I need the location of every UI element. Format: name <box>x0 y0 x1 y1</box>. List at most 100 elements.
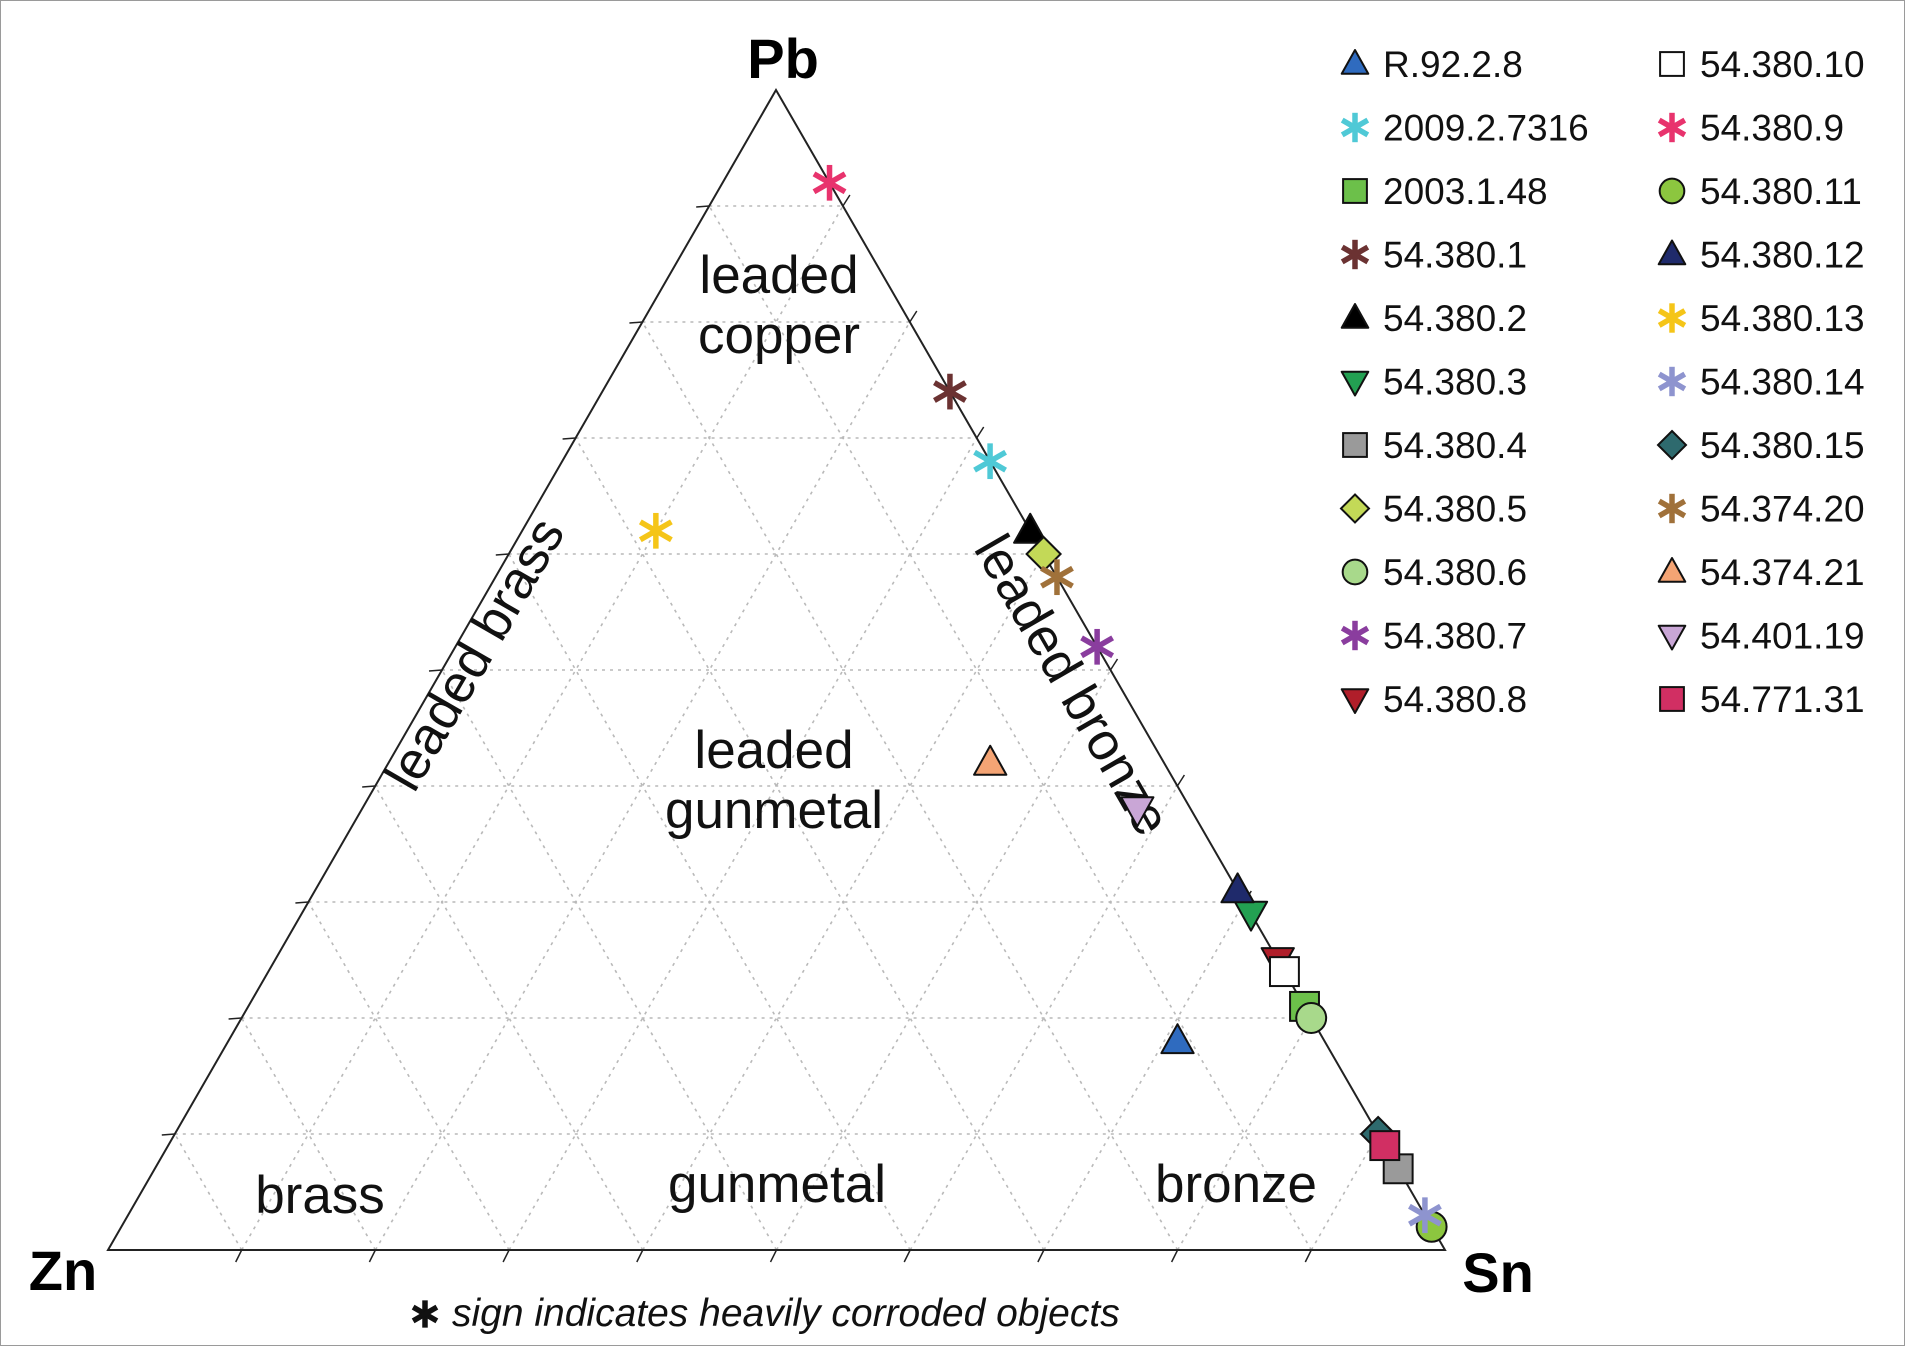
data-point-3 <box>933 373 967 410</box>
tick-mark <box>502 1249 510 1263</box>
data-point-21 <box>1369 1130 1401 1162</box>
legend-item: 54.771.31 <box>1659 679 1865 720</box>
legend-item: 54.380.7 <box>1340 616 1527 657</box>
legend-item: 54.401.19 <box>1657 616 1865 657</box>
grid-line <box>307 901 510 1251</box>
legend-marker <box>1342 432 1368 458</box>
tick-mark <box>636 1249 644 1263</box>
corrosion-note: sign indicates heavily corroded objects <box>411 1292 1120 1335</box>
tick-mark <box>629 321 643 324</box>
tick-mark <box>495 553 509 556</box>
legend-item: 54.380.2 <box>1340 298 1527 339</box>
legend-label: 2003.1.48 <box>1383 171 1548 212</box>
tick-mark <box>235 1249 243 1263</box>
grid-line <box>641 321 1179 1251</box>
data-point-12 <box>812 164 847 201</box>
data-point-8 <box>1295 1002 1328 1034</box>
grid-line <box>508 553 911 1251</box>
data-point-19 <box>973 744 1008 776</box>
corrosion-note-text: sign indicates heavily corroded objects <box>452 1292 1120 1335</box>
legend-label: 54.380.9 <box>1700 108 1844 149</box>
tick-mark <box>1037 1249 1045 1263</box>
legend-marker <box>1656 429 1688 461</box>
legend-item: 54.380.4 <box>1342 425 1527 466</box>
legend-item: 54.380.11 <box>1658 171 1862 212</box>
grid-line <box>374 785 644 1251</box>
legend-label: 54.380.15 <box>1700 425 1865 466</box>
legend-label: 54.380.13 <box>1700 298 1865 339</box>
legend-label: 54.380.11 <box>1700 171 1862 212</box>
legend-marker <box>1657 239 1687 266</box>
legend-item: 54.380.1 <box>1340 235 1527 276</box>
tick-mark <box>842 194 851 207</box>
asterisk-icon <box>411 1300 439 1328</box>
region-label-leaded-gunmetal-2: gunmetal <box>665 781 883 840</box>
tick-mark <box>1176 774 1186 787</box>
legend-marker <box>1340 370 1370 397</box>
legend-label: 54.380.6 <box>1383 552 1527 593</box>
legend-label: 54.380.10 <box>1700 44 1865 85</box>
data-point-5 <box>1233 900 1269 932</box>
note-asterisk <box>411 1300 439 1328</box>
legend-label: 54.374.21 <box>1700 552 1865 593</box>
tick-mark <box>1170 1249 1179 1263</box>
legend-marker <box>1657 112 1687 143</box>
data-point-14 <box>1220 872 1255 904</box>
legend-marker <box>1340 303 1370 329</box>
legend-label: 54.380.3 <box>1383 362 1527 403</box>
region-label-leaded-copper-2: copper <box>698 306 860 365</box>
legend-item: 54.374.20 <box>1657 489 1865 530</box>
tick-mark <box>909 310 918 323</box>
legend-item: 2009.2.7316 <box>1340 108 1589 149</box>
legend-label: R.92.2.8 <box>1383 44 1523 85</box>
tick-mark <box>428 669 443 672</box>
legend-marker <box>1340 49 1370 75</box>
grid <box>174 205 1379 1251</box>
data-point-4 <box>1013 512 1048 544</box>
tick-mark <box>228 1017 242 1020</box>
grid-line <box>374 321 911 1251</box>
vertex-label-pb: Pb <box>747 27 819 90</box>
grid-line <box>1043 901 1245 1251</box>
legend-label: 54.380.12 <box>1700 235 1865 276</box>
tick-mark <box>903 1249 911 1263</box>
tick-mark <box>976 426 985 439</box>
legend-item: 54.374.21 <box>1657 552 1865 593</box>
legend-marker <box>1657 493 1687 524</box>
region-label-gunmetal: gunmetal <box>668 1155 886 1214</box>
grid-line <box>174 1133 243 1251</box>
grid-line <box>708 205 1312 1251</box>
legend-marker <box>1339 493 1371 524</box>
legend-label: 2009.2.7316 <box>1383 108 1589 149</box>
legend-marker <box>1658 177 1686 205</box>
tick-mark <box>362 785 376 788</box>
region-label-leaded-brass: leaded brass <box>373 508 576 800</box>
legend-marker <box>1340 239 1370 270</box>
legend-label: 54.380.8 <box>1383 679 1527 720</box>
legend-marker <box>1340 112 1370 143</box>
tick-mark <box>295 901 309 904</box>
legend-label: 54.380.4 <box>1383 425 1527 466</box>
grid-line <box>241 205 844 1251</box>
legend-item: 54.380.8 <box>1340 679 1527 720</box>
legend-item: R.92.2.8 <box>1340 44 1523 85</box>
legend-item: 54.380.6 <box>1341 552 1527 593</box>
legend-marker <box>1342 178 1368 204</box>
tick-mark <box>161 1133 175 1136</box>
legend-label: 54.771.31 <box>1700 679 1865 720</box>
legend-label: 54.380.14 <box>1700 362 1865 403</box>
region-label-brass: brass <box>255 1166 385 1225</box>
legend-marker <box>1657 366 1687 397</box>
legend-marker <box>1341 558 1369 586</box>
legend-label: 54.380.1 <box>1383 235 1527 276</box>
vertex-label-zn: Zn <box>29 1239 97 1302</box>
tick-mark <box>368 1249 377 1263</box>
legend-label: 54.380.7 <box>1383 616 1527 657</box>
grid-line <box>508 437 978 1251</box>
grid-line <box>642 553 1045 1251</box>
grid-line <box>1310 1133 1379 1251</box>
legend-label: 54.374.20 <box>1700 489 1865 530</box>
data-point-1 <box>973 443 1007 480</box>
